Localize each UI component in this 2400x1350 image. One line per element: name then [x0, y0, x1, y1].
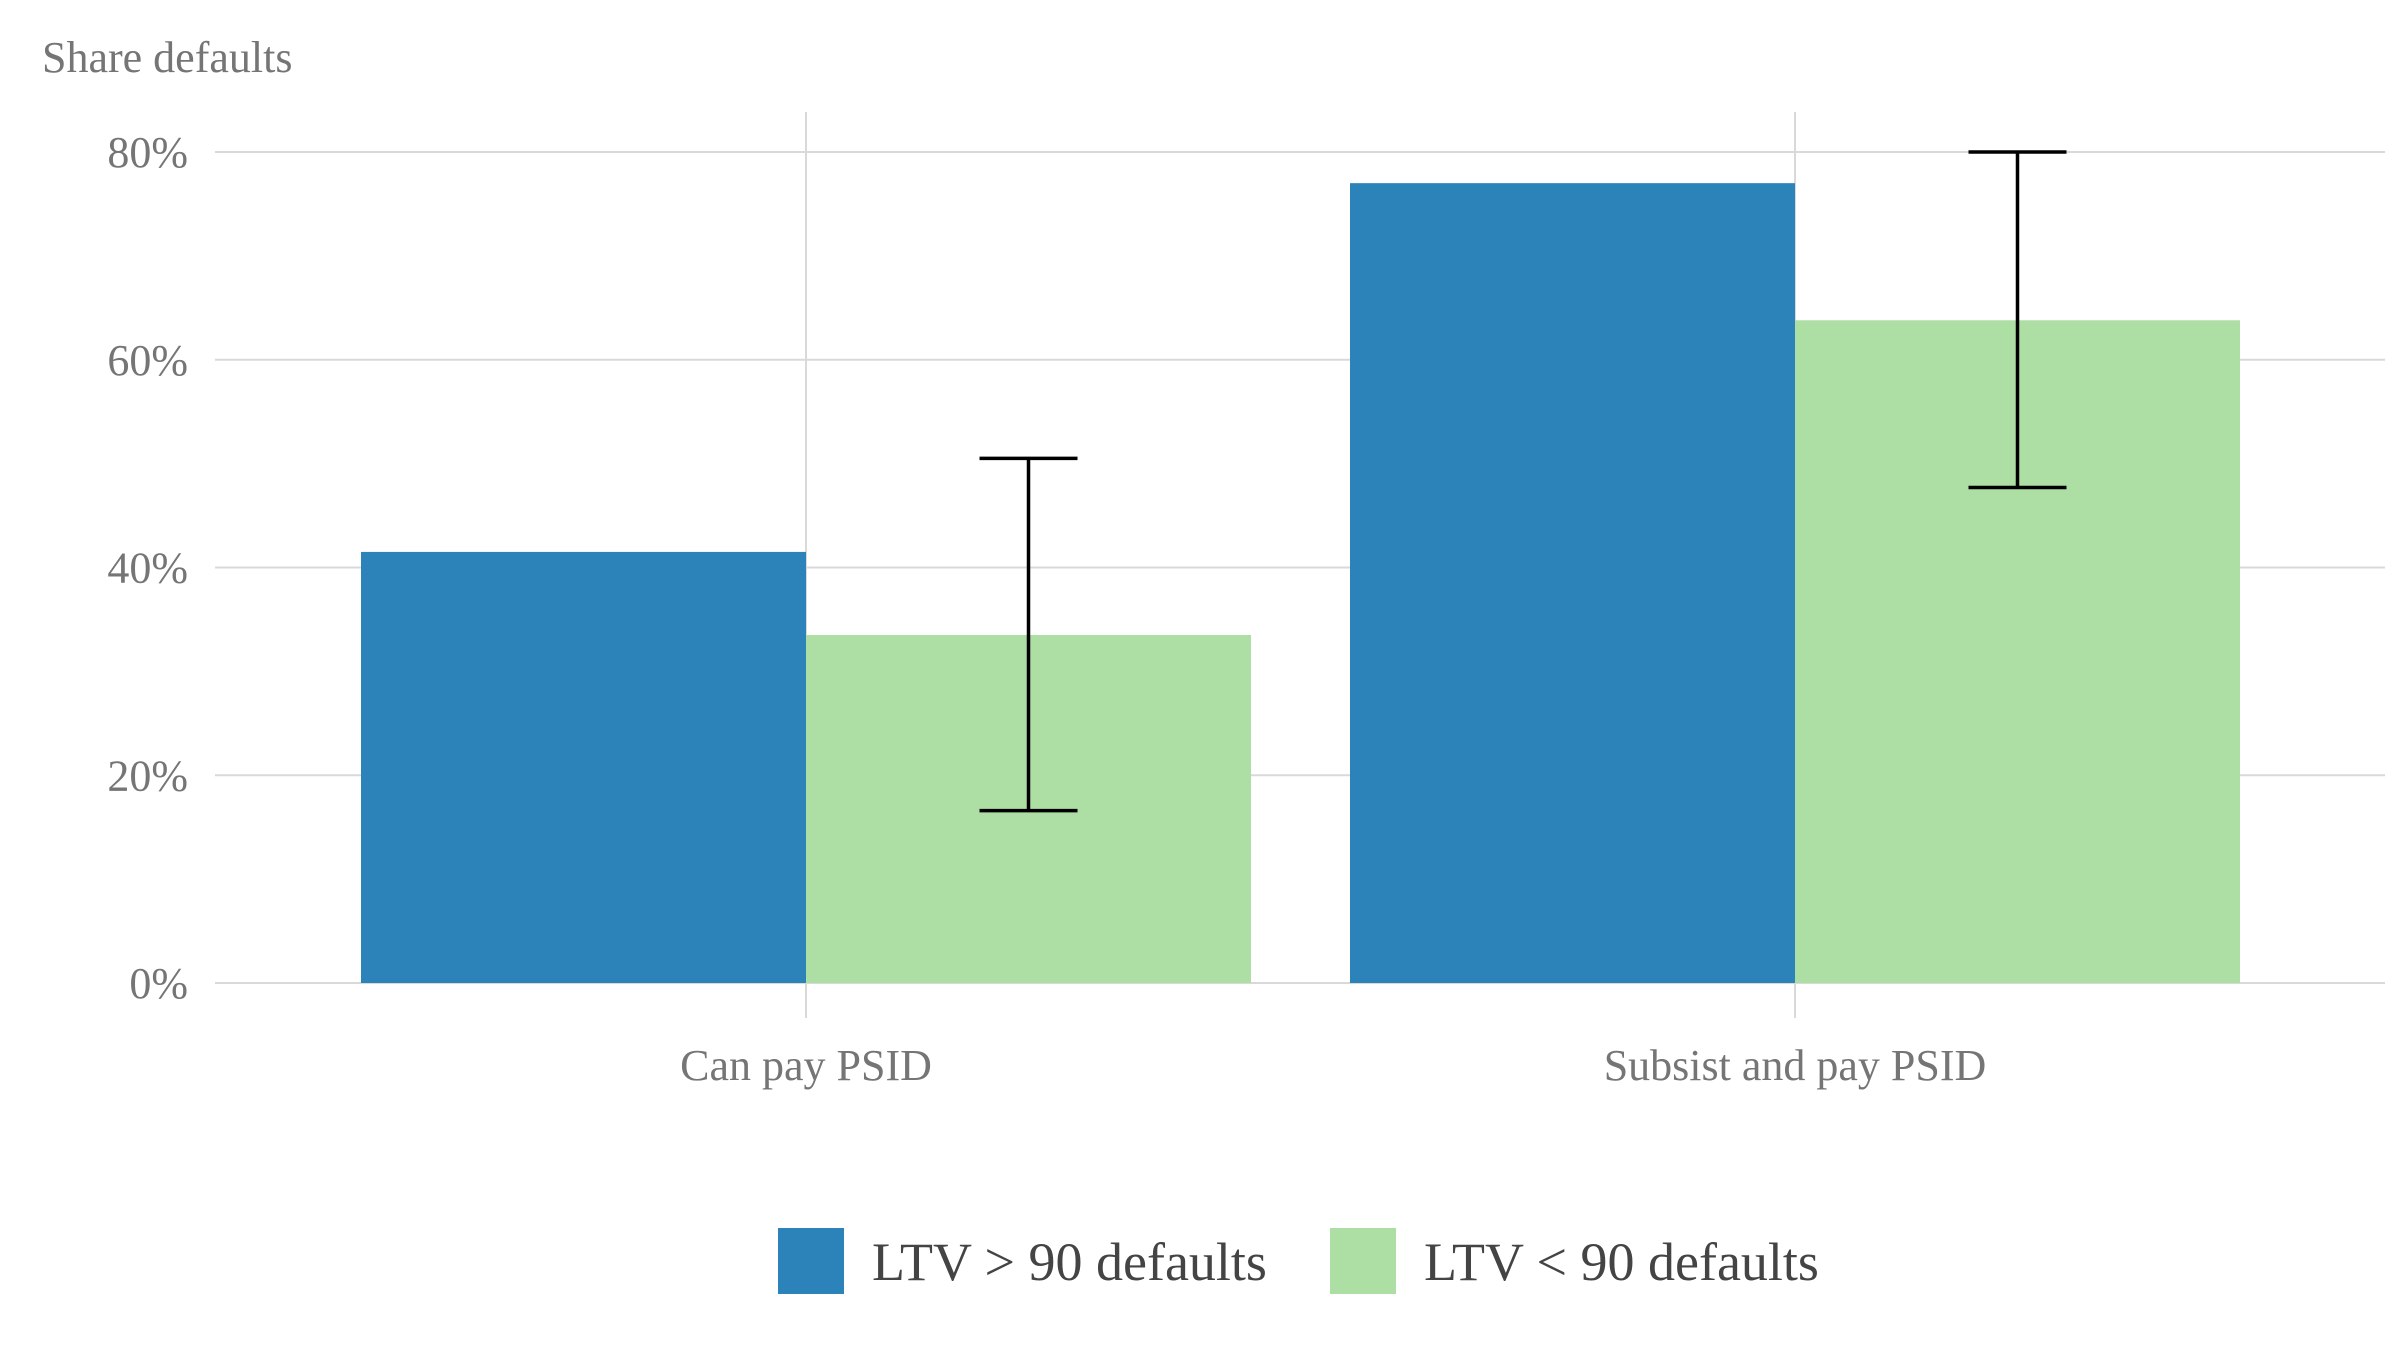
legend-label: LTV > 90 defaults — [872, 1232, 1267, 1292]
bar — [361, 551, 806, 983]
error-bars — [979, 150, 2067, 813]
legend: LTV > 90 defaults LTV < 90 defaults — [778, 1228, 1819, 1294]
y-tick-label: 20% — [107, 751, 188, 800]
bar — [1350, 183, 1795, 984]
bars — [361, 183, 2240, 984]
error-bar — [1968, 150, 2067, 490]
legend-label: LTV < 90 defaults — [1424, 1232, 1819, 1292]
legend-swatch — [778, 1228, 844, 1294]
y-axis-title: Share defaults — [42, 33, 292, 82]
y-tick-label: 60% — [107, 336, 188, 385]
x-tick-label: Can pay PSID — [680, 1041, 932, 1090]
y-axis-ticks: 0% 20% 40% 60% 80% — [107, 128, 188, 1008]
x-axis-ticks: Can pay PSID Subsist and pay PSID — [680, 1041, 1986, 1090]
y-tick-label: 80% — [107, 128, 188, 177]
y-tick-label: 40% — [107, 544, 188, 593]
error-bar — [979, 456, 1078, 813]
legend-swatch — [1330, 1228, 1396, 1294]
y-tick-label: 0% — [129, 959, 188, 1008]
x-tick-label: Subsist and pay PSID — [1604, 1041, 1987, 1090]
